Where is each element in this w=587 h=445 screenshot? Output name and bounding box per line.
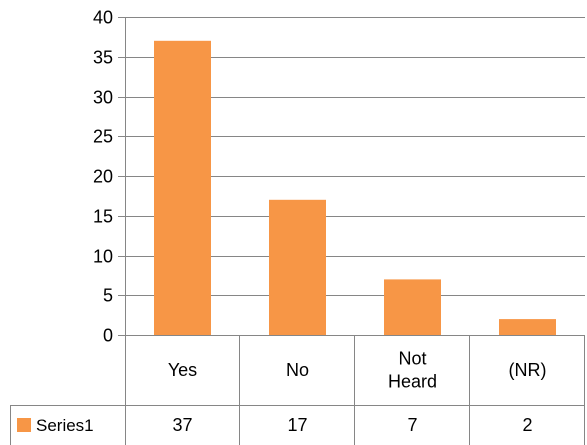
category-labels: Yes No Not Heard (NR) (168, 349, 547, 392)
axes (10, 17, 585, 445)
y-tick-label: 0 (103, 326, 113, 346)
y-tick-label: 15 (93, 207, 113, 227)
category-label: Yes (168, 360, 197, 380)
category-label: Heard (388, 372, 437, 392)
data-table: Series1 37 17 7 2 (17, 415, 533, 435)
data-table-value: 17 (287, 415, 307, 435)
bar (384, 279, 441, 335)
bar (269, 199, 326, 335)
y-axis-ticks: 0 5 10 15 20 25 30 35 40 (93, 8, 125, 346)
bar (499, 319, 556, 335)
y-tick-label: 5 (103, 286, 113, 306)
legend-series-label: Series1 (36, 416, 94, 435)
y-tick-label: 20 (93, 167, 113, 187)
y-tick-label: 35 (93, 48, 113, 68)
data-table-value: 2 (522, 415, 532, 435)
data-table-value: 37 (172, 415, 192, 435)
y-tick-label: 40 (93, 8, 113, 28)
category-label: No (286, 360, 309, 380)
bar (154, 40, 211, 336)
y-tick-label: 25 (93, 127, 113, 147)
data-table-value: 7 (407, 415, 417, 435)
y-tick-label: 10 (93, 247, 113, 267)
category-label: (NR) (509, 360, 547, 380)
category-label: Not (398, 349, 426, 369)
bars (154, 40, 556, 336)
legend-swatch (17, 418, 31, 432)
y-tick-label: 30 (93, 88, 113, 108)
